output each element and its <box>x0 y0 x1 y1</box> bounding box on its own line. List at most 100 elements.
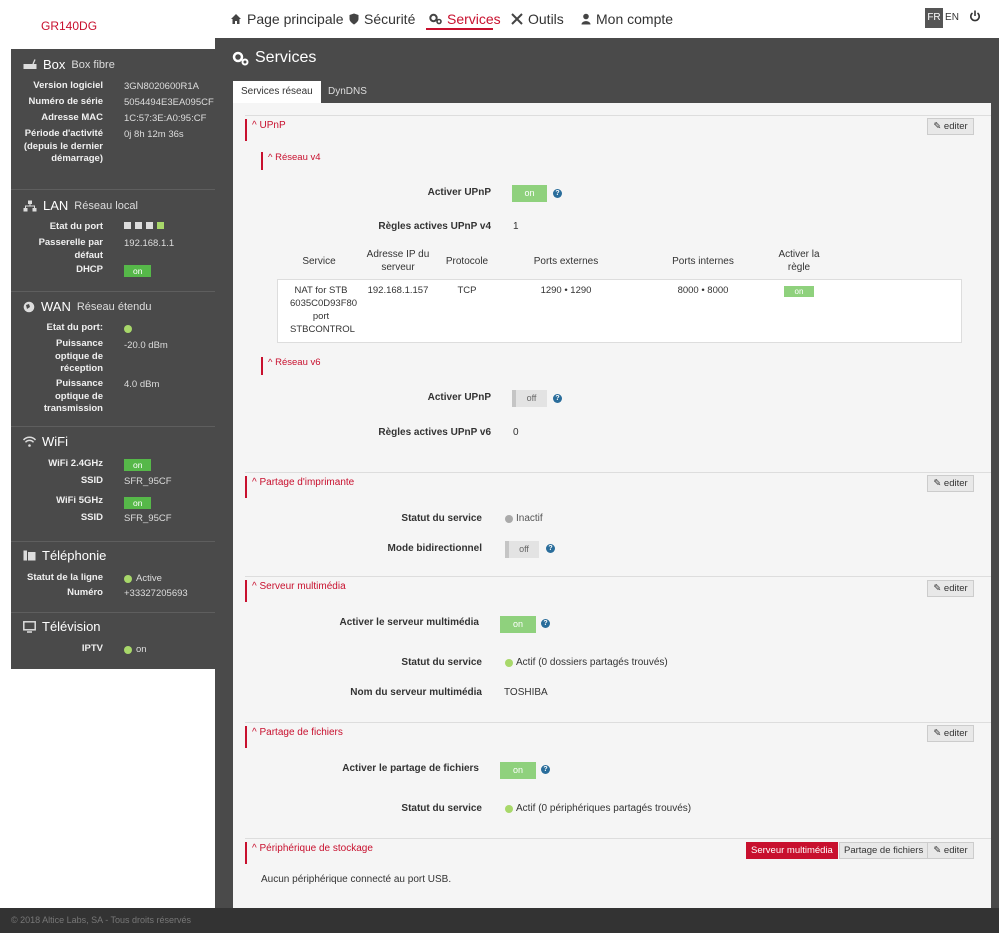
wan-header: WAN Réseau étendu <box>23 299 151 314</box>
filter-file-sharing-button[interactable]: Partage de fichiers <box>839 842 929 859</box>
edit-upnp-button[interactable]: ✎ editer <box>927 118 974 135</box>
wifi-icon <box>23 436 36 447</box>
edit-storage-button[interactable]: ✎ editer <box>927 842 974 859</box>
line-label: Statut de la ligne <box>26 572 103 583</box>
tel-header: Téléphonie <box>23 548 106 563</box>
section-upnp[interactable]: ^ UPnP <box>245 119 286 141</box>
wan-title: WAN <box>41 299 71 314</box>
lang-fr[interactable]: FR <box>925 8 943 28</box>
section-media-server[interactable]: ^ Serveur multimédia <box>245 580 346 602</box>
row-protocol: TCP <box>457 285 477 296</box>
top-bar: GR140DG Page principale Sécurité Service… <box>0 0 999 38</box>
section-file-sharing[interactable]: ^ Partage de fichiers <box>245 726 343 748</box>
port-3-icon <box>146 222 153 229</box>
media-name-label: Nom du serveur multimédia <box>350 687 482 698</box>
edit-label: editer <box>943 478 968 489</box>
wifi-title: WiFi <box>42 434 68 449</box>
nav-security-label: Sécurité <box>364 11 416 27</box>
status-dot <box>505 804 513 813</box>
help-icon[interactable]: ? <box>546 544 555 553</box>
rule-enable-toggle[interactable]: on <box>784 286 814 297</box>
ssid2-label: SSID <box>80 512 103 523</box>
number-label: Numéro <box>67 587 103 598</box>
section-storage[interactable]: ^ Périphérique de stockage <box>245 842 373 864</box>
upnp-v6-enable-label: Activer UPnP <box>427 392 491 403</box>
edit-label: editer <box>943 121 968 132</box>
nav-services[interactable]: Services <box>429 11 501 27</box>
upnp-v4-rules-label: Règles actives UPnP v4 <box>378 221 491 232</box>
status-dot <box>505 658 513 667</box>
wifi-section <box>11 426 215 427</box>
media-toggle[interactable]: on <box>500 616 536 633</box>
subsection-v6[interactable]: ^ Réseau v6 <box>261 357 321 375</box>
filter-media-server-button[interactable]: Serveur multimédia <box>746 842 838 859</box>
col-enable-rule: Activer la règle <box>778 249 820 273</box>
media-status-value: Actif (0 dossiers partagés trouvés) <box>516 657 668 668</box>
upnp-v4-toggle[interactable]: on <box>512 185 547 202</box>
dhcp-status: on <box>124 265 152 277</box>
help-icon[interactable]: ? <box>553 394 562 403</box>
lang-en[interactable]: EN <box>945 12 959 23</box>
col-service: Service <box>302 256 336 267</box>
tel-section <box>11 541 215 542</box>
edit-printer-button[interactable]: ✎ editer <box>927 475 974 492</box>
edit-label: editer <box>943 583 968 594</box>
nav-security[interactable]: Sécurité <box>349 11 415 27</box>
services-panel <box>233 103 991 908</box>
row-int-ports: 8000 • 8000 <box>677 285 729 296</box>
edit-media-button[interactable]: ✎ editer <box>927 580 974 597</box>
help-icon[interactable]: ? <box>541 765 550 774</box>
media-name-value: TOSHIBA <box>504 687 548 698</box>
tab-dyndns[interactable]: DynDNS <box>328 86 367 97</box>
subsection-v4[interactable]: ^ Réseau v4 <box>261 152 321 170</box>
wan-port-label: Etat du port: <box>46 322 103 333</box>
tv-icon <box>23 620 36 633</box>
shield-icon <box>349 13 359 25</box>
wan-status-dot <box>124 325 132 333</box>
lan-title: LAN <box>43 198 69 213</box>
box-header: Box Box fibre <box>23 57 115 72</box>
nav-home[interactable]: Page principale <box>230 11 344 27</box>
upnp-divider <box>245 115 991 116</box>
files-enable-label: Activer le partage de fichiers <box>342 763 479 774</box>
tx-label: Puissance optique de transmission <box>43 378 103 414</box>
upnp-v4-rules-value: 1 <box>513 221 519 232</box>
nav-tools[interactable]: Outils <box>511 11 564 27</box>
wan-section <box>11 291 215 292</box>
wan-subtitle: Réseau étendu <box>76 300 152 313</box>
edit-files-button[interactable]: ✎ editer <box>927 725 974 742</box>
nav-tools-label: Outils <box>528 11 564 27</box>
section-printer[interactable]: ^ Partage d'imprimante <box>245 476 354 498</box>
lan-subtitle: Réseau local <box>74 199 138 212</box>
files-status-label: Statut du service <box>401 803 482 814</box>
help-icon[interactable]: ? <box>541 619 550 628</box>
tx-value: 4.0 dBm <box>124 379 160 390</box>
globe-icon <box>23 301 35 312</box>
media-status: Actif (0 dossiers partagés trouvés) <box>505 657 668 668</box>
media-title: Serveur multimédia <box>259 581 346 592</box>
mac-value: 1C:57:3E:A0:95:CF <box>124 113 207 124</box>
files-toggle[interactable]: on <box>500 762 536 779</box>
gears-icon <box>232 51 249 65</box>
uptime-label: Période d'activité (depuis le dernier dé… <box>23 128 103 164</box>
serial-label: Numéro de série <box>28 96 103 107</box>
upnp-v6-toggle[interactable]: off <box>512 390 547 407</box>
nav-account[interactable]: Mon compte <box>581 11 673 27</box>
iptv-status: on <box>124 644 147 655</box>
edit-label: editer <box>943 845 968 856</box>
wifi-header: WiFi <box>23 434 68 449</box>
help-icon[interactable]: ? <box>553 189 562 198</box>
network-icon <box>23 200 37 211</box>
v6-title: Réseau v6 <box>275 357 321 368</box>
power-icon[interactable] <box>969 10 981 22</box>
upnp-v4-enable-label: Activer UPnP <box>427 187 491 198</box>
dhcp-label: DHCP <box>76 264 103 275</box>
line-value: Active <box>136 573 162 584</box>
page-title-text: Services <box>255 49 317 66</box>
tv-title: Télévision <box>42 619 101 634</box>
bidir-toggle[interactable]: off <box>505 541 539 558</box>
tab-network-services[interactable]: Services réseau <box>233 81 321 103</box>
lan-header: LAN Réseau local <box>23 198 138 213</box>
edit-label: editer <box>943 728 968 739</box>
home-icon <box>231 14 241 24</box>
